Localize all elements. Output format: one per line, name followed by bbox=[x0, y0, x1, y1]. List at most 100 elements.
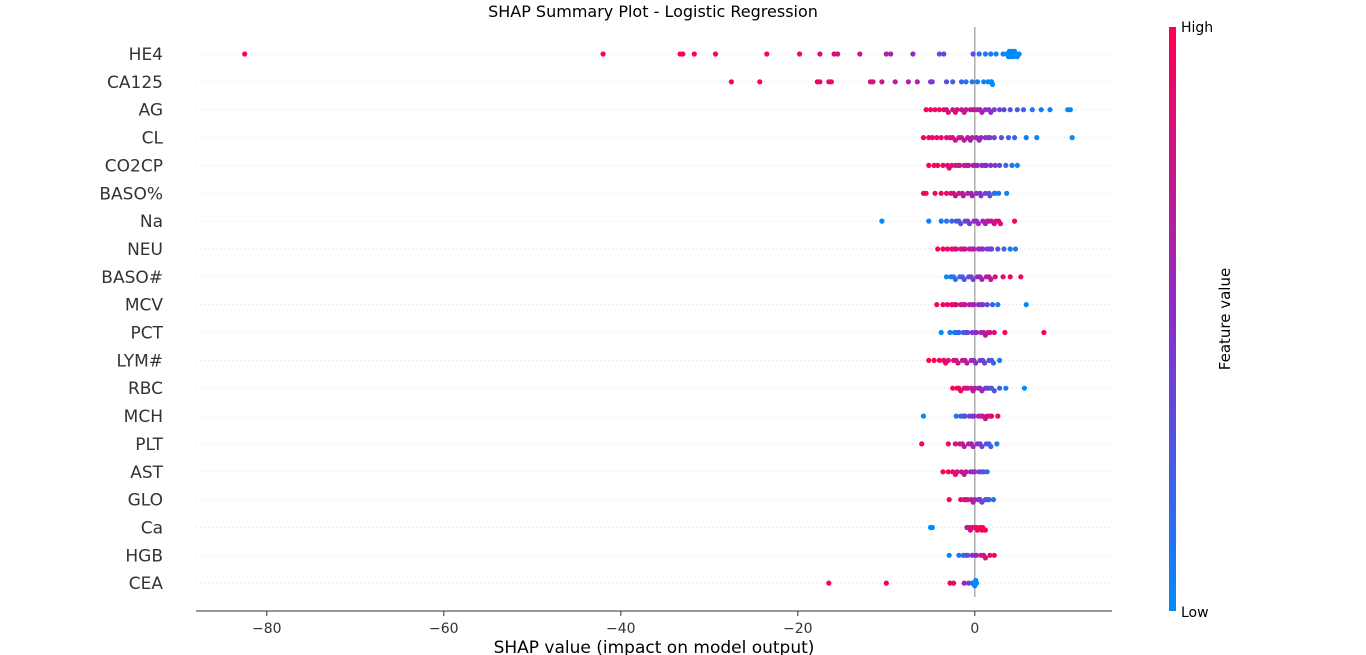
shap-point-HE4 bbox=[835, 51, 841, 57]
shap-point-CL bbox=[969, 135, 975, 141]
shap-point-HE4 bbox=[242, 51, 248, 57]
shap-point-HE4 bbox=[888, 51, 894, 57]
shap-point-BASO# bbox=[952, 276, 959, 282]
shap-point-NEU bbox=[1001, 246, 1007, 252]
x-tick-label: −80 bbox=[252, 621, 282, 637]
shap-point-PCT bbox=[947, 329, 953, 336]
shap-point-BASO% bbox=[978, 193, 984, 199]
shap-point-BASO% bbox=[943, 190, 950, 196]
shap-point-HGB bbox=[991, 552, 997, 558]
shap-point-MCH bbox=[995, 413, 1001, 419]
shap-point-NEU bbox=[962, 246, 968, 252]
shap-point-CA125 bbox=[974, 79, 981, 85]
shap-point-BASO# bbox=[1007, 274, 1013, 280]
shap-point-CEA bbox=[951, 580, 957, 586]
shap-point-CA125 bbox=[943, 79, 950, 85]
shap-point-NEU bbox=[1007, 246, 1013, 252]
shap-point-PLT bbox=[979, 443, 985, 450]
feature-label: MCH bbox=[124, 407, 163, 427]
colorbar bbox=[1169, 27, 1176, 611]
shap-point-MCV bbox=[984, 302, 990, 308]
feature-labels: HE4 CA125 AG CL CO2CP BASO% Na NEU BASO# MCV PCT LY… bbox=[99, 45, 163, 594]
shap-point-NEU bbox=[989, 246, 995, 252]
shap-point-CA125 bbox=[892, 79, 898, 85]
colorbar-title: Feature value bbox=[1216, 268, 1234, 370]
shap-point-AG bbox=[1029, 107, 1035, 113]
shap-point-LYM# bbox=[982, 360, 988, 366]
shap-point-NEU bbox=[995, 246, 1001, 252]
shap-point-CEA bbox=[966, 580, 972, 586]
shap-point-BASO% bbox=[960, 193, 966, 199]
feature-grid-lines bbox=[196, 53, 1112, 584]
shap-point-BASO# bbox=[961, 276, 967, 282]
shap-point-HE4 bbox=[1000, 51, 1006, 57]
shap-point-AST bbox=[940, 469, 946, 475]
shap-point-BASO% bbox=[932, 190, 938, 196]
shap-point-Na bbox=[879, 218, 885, 224]
shap-point-AG bbox=[945, 109, 951, 115]
shap-point-AG bbox=[963, 107, 969, 113]
shap-point-CO2CP bbox=[1014, 162, 1020, 168]
shap-point-AST bbox=[972, 469, 978, 475]
shap-point-NEU bbox=[944, 246, 951, 252]
shap-point-LYM# bbox=[936, 357, 943, 363]
shap-point-Na bbox=[938, 218, 944, 224]
shap-point-CL bbox=[920, 135, 927, 141]
shap-point-CA125 bbox=[989, 81, 996, 87]
shap-point-MCH bbox=[971, 413, 977, 419]
x-tick-label: −60 bbox=[429, 621, 459, 637]
shap-point-CEA bbox=[826, 580, 832, 586]
shap-point-AG bbox=[954, 107, 960, 113]
shap-point-BASO% bbox=[996, 190, 1002, 196]
shap-point-GLO bbox=[972, 497, 978, 503]
feature-label: PCT bbox=[130, 324, 163, 344]
shap-point-PLT bbox=[919, 441, 925, 447]
shap-point-GLO bbox=[946, 497, 952, 503]
shap-point-LYM# bbox=[997, 357, 1003, 363]
shap-point-GLO bbox=[965, 497, 971, 503]
shap-point-HE4 bbox=[970, 51, 976, 57]
shap-point-MCV bbox=[940, 302, 946, 308]
shap-point-Na bbox=[943, 218, 950, 224]
shap-point-AG bbox=[991, 107, 997, 113]
shap-point-Ca bbox=[929, 524, 935, 531]
shap-point-RBC bbox=[991, 388, 997, 394]
shap-point-MCV bbox=[934, 302, 940, 308]
shap-point-CO2CP bbox=[1009, 162, 1015, 168]
shap-point-CL bbox=[934, 135, 940, 141]
shap-point-LYM# bbox=[931, 357, 937, 363]
shap-point-MCV bbox=[989, 302, 996, 308]
shap-point-NEU bbox=[953, 246, 959, 252]
shap-point-CA125 bbox=[963, 79, 969, 85]
shap-point-BASO% bbox=[965, 190, 971, 196]
shap-point-HE4 bbox=[941, 51, 947, 57]
shap-point-LYM# bbox=[945, 357, 951, 363]
shap-point-PLT bbox=[970, 443, 976, 450]
shap-point-HE4 bbox=[691, 51, 697, 57]
shap-point-RBC bbox=[965, 385, 971, 391]
shap-point-CA125 bbox=[905, 79, 912, 85]
shap-point-AG bbox=[936, 107, 943, 113]
shap-point-CA125 bbox=[914, 79, 920, 85]
shap-point-AG bbox=[1038, 107, 1044, 113]
shap-point-CA125 bbox=[870, 79, 876, 85]
shap-point-BASO# bbox=[988, 276, 994, 282]
feature-label: CA125 bbox=[107, 73, 163, 93]
shap-point-CEA bbox=[974, 580, 980, 586]
shap-point-AG bbox=[997, 107, 1003, 113]
shap-point-CO2CP bbox=[940, 162, 946, 168]
shap-point-CEA bbox=[883, 580, 889, 586]
x-axis-ticks: −80 −60 −40 −20 0 bbox=[252, 611, 979, 637]
shap-point-BASO# bbox=[1000, 274, 1006, 280]
feature-label: RBC bbox=[128, 379, 163, 399]
shap-point-PLT bbox=[994, 441, 1000, 447]
shap-point-HE4 bbox=[982, 51, 989, 57]
shap-point-AG bbox=[932, 107, 938, 113]
shap-point-HE4 bbox=[797, 51, 803, 57]
shap-point-PCT bbox=[1041, 329, 1047, 336]
shap-point-HGB bbox=[982, 555, 989, 561]
feature-label: BASO% bbox=[99, 184, 163, 204]
shap-point-HE4 bbox=[988, 51, 994, 57]
shap-point-AG bbox=[1047, 107, 1053, 113]
shap-point-LYM# bbox=[973, 360, 979, 366]
